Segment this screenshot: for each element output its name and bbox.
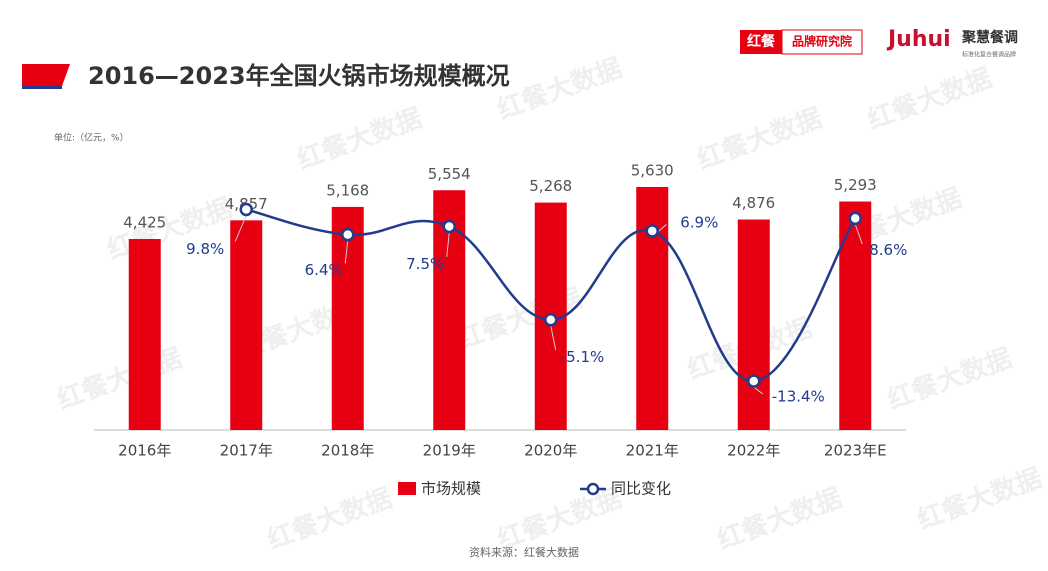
legend-label: 市场规模 xyxy=(421,480,481,498)
bar xyxy=(737,219,770,430)
line-point xyxy=(544,312,558,327)
line-point xyxy=(239,202,253,217)
legend-label: 同比变化 xyxy=(611,480,671,498)
bar xyxy=(636,186,669,430)
x-tick-label: 2018年 xyxy=(321,442,374,460)
title-mark xyxy=(22,64,70,86)
line-value-label: 6.9% xyxy=(680,213,718,231)
bar-value-label: 5,293 xyxy=(834,176,877,194)
line-value-label: 6.4% xyxy=(305,261,343,279)
watermark: 红餐大数据 xyxy=(493,52,626,126)
watermark: 红餐大数据 xyxy=(693,102,826,176)
x-tick-label: 2016年 xyxy=(118,442,171,460)
watermark: 红餐大数据 xyxy=(883,342,1016,416)
line-value-label: -5.1% xyxy=(561,348,605,366)
line-point xyxy=(645,224,659,238)
bar-value-label: 5,630 xyxy=(631,161,674,179)
unit-note: 单位:（亿元，%） xyxy=(54,132,129,144)
bar-value-label: 5,268 xyxy=(529,177,572,195)
watermark: 红餐大数据 xyxy=(713,482,846,556)
bar xyxy=(839,201,872,430)
legend-swatch-point xyxy=(586,482,600,496)
line-value-label: 9.8% xyxy=(186,240,224,258)
leader-line xyxy=(550,325,557,351)
line-point xyxy=(747,374,761,388)
line-value-label: -13.4% xyxy=(772,388,825,406)
x-tick-label: 2023年E xyxy=(824,442,887,460)
badge-label: 品牌研究院 xyxy=(792,34,852,49)
badge: 红餐 xyxy=(747,33,776,50)
logo-tagline: 标准化复合餐调品牌 xyxy=(962,51,1016,59)
watermark: 红餐大数据 xyxy=(293,102,426,176)
watermark: 红餐大数据 xyxy=(263,482,396,556)
watermark: 红餐大数据 xyxy=(863,62,996,136)
line-value-label: 7.5% xyxy=(406,255,444,273)
source: 资料来源：红餐大数据 xyxy=(469,545,579,559)
line-point xyxy=(341,227,355,242)
line-point xyxy=(442,219,456,234)
x-tick-label: 2021年 xyxy=(626,442,679,460)
watermark: 红餐大数据 xyxy=(493,482,626,556)
leader-line xyxy=(753,386,764,395)
line-value-label: 8.6% xyxy=(869,241,907,259)
bar-value-label: 4,425 xyxy=(123,213,166,231)
logo-name: 聚慧餐调 xyxy=(961,29,1018,46)
x-tick-label: 2022年 xyxy=(727,442,780,460)
badge-label-box xyxy=(781,29,863,55)
x-tick-label: 2017年 xyxy=(220,442,273,460)
watermark: 红餐大数据 xyxy=(53,342,186,416)
watermark: 红餐大数据 xyxy=(913,462,1046,536)
chart-title: 2016—2023年全国火锅市场规模概况 xyxy=(88,62,510,90)
line-point xyxy=(848,211,862,226)
bar xyxy=(230,220,263,430)
title-mark-underline xyxy=(22,86,62,89)
bar xyxy=(128,238,161,430)
legend-swatch xyxy=(398,482,416,495)
leader-line xyxy=(344,240,349,264)
bar-value-label: 5,168 xyxy=(326,181,369,199)
leader-line xyxy=(854,224,863,245)
x-tick-label: 2019年 xyxy=(423,442,476,460)
logo: Juhui xyxy=(886,27,951,52)
bar-value-label: 5,554 xyxy=(428,165,471,183)
x-tick-label: 2020年 xyxy=(524,442,577,460)
leader-line xyxy=(234,215,247,242)
bar-value-label: 4,876 xyxy=(732,194,775,212)
leader-line xyxy=(446,232,450,257)
badge-box xyxy=(740,30,782,54)
